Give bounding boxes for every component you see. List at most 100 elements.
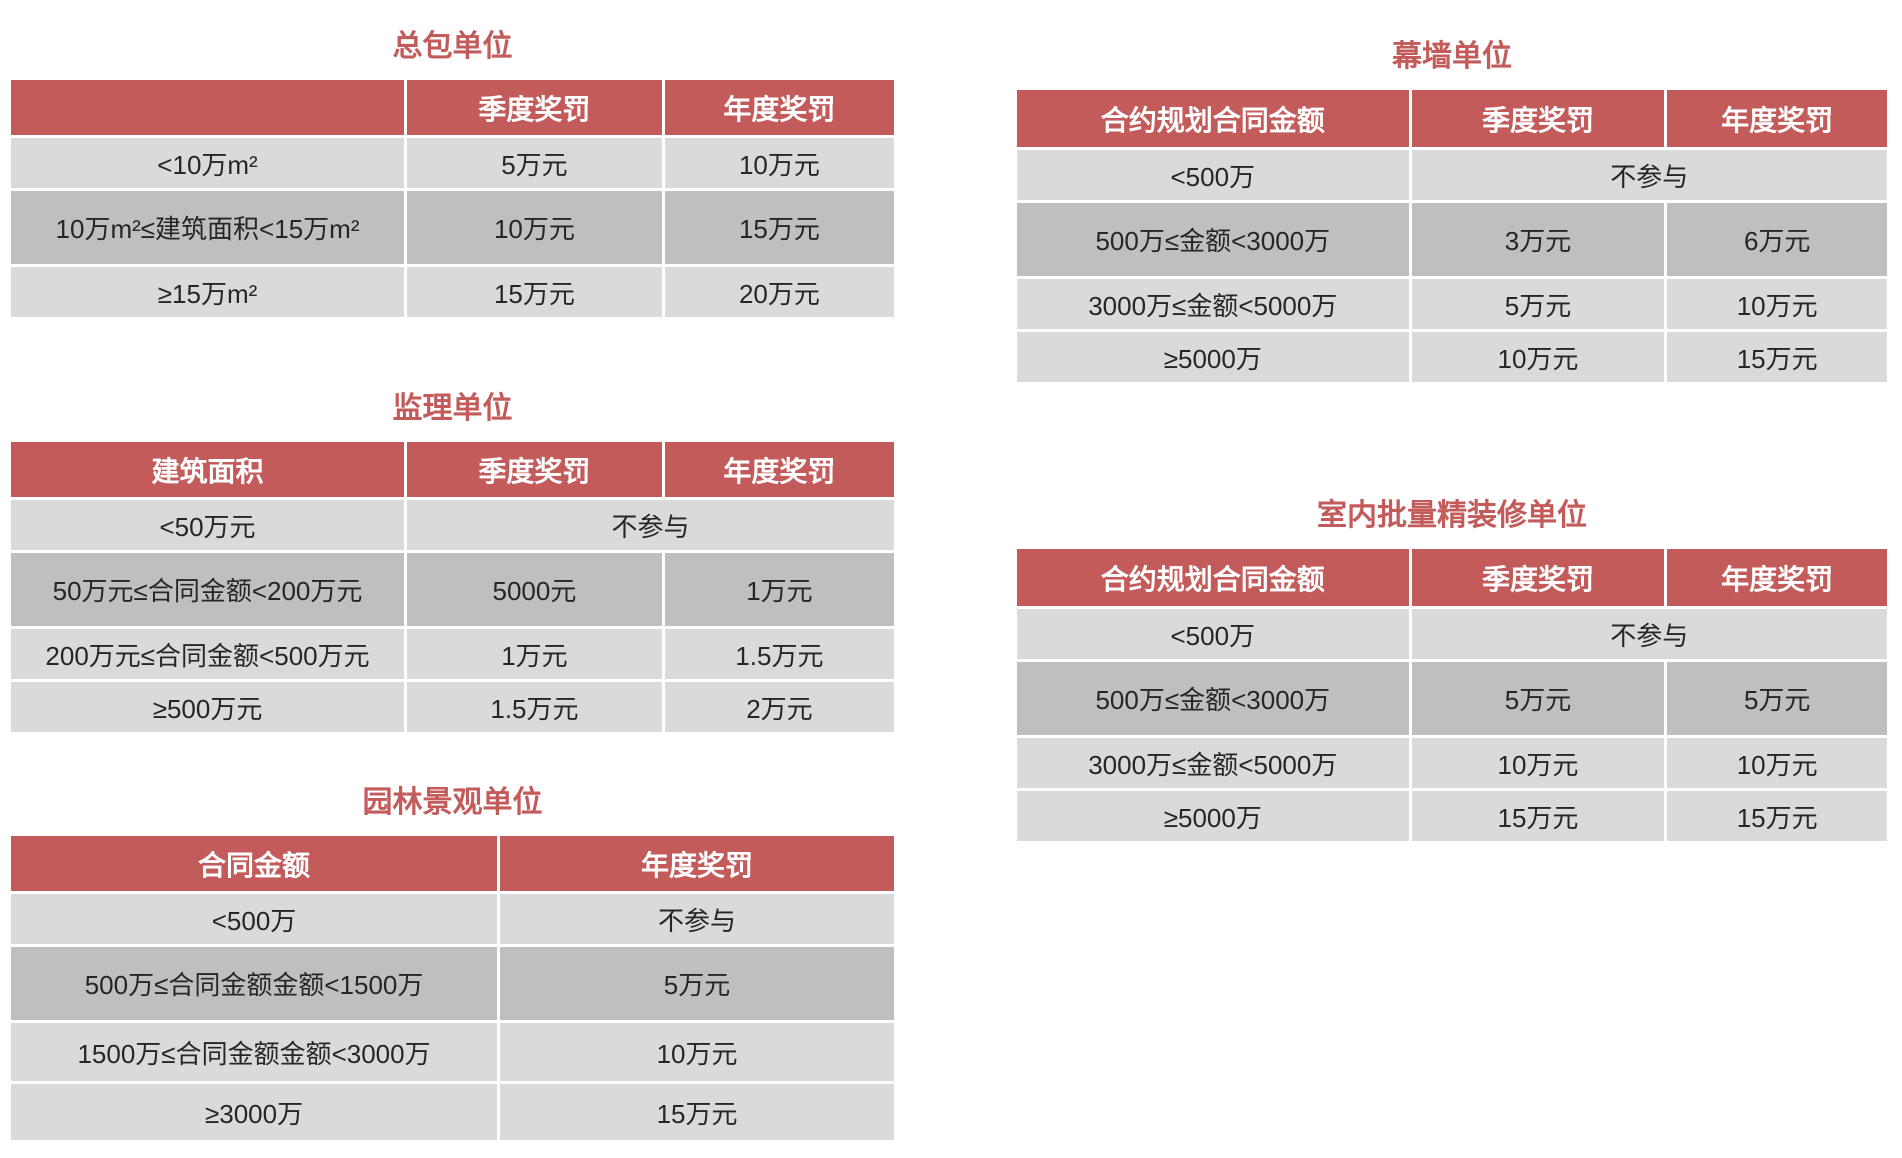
table-cell: 5万元 [404,135,665,191]
column-header [7,77,408,138]
table-cell: 10万元 [1664,735,1890,791]
table-title-curtain-wall: 幕墙单位 [1392,40,1512,73]
table-cell: 5万元 [497,944,897,1023]
column-header: 年度奖罚 [1664,546,1890,609]
table-row: ≥5000万 10万元 15万元 [1014,329,1890,385]
table-cell: 10万元 [1664,276,1890,332]
column-header: 合同金额 [7,833,501,894]
table-cell: 3万元 [1408,200,1668,279]
table-cell: 10万元 [404,188,665,267]
table-title-general-contractor: 总包单位 [392,30,513,63]
table-cell: 1500万≤合同金额金额<3000万 [7,1020,501,1084]
header-row: 合同金额 年度奖罚 [7,833,897,894]
curtain-wall-table: 合约规划合同金额 季度奖罚 年度奖罚 <500万 不参与 500万≤金额<3000万 3万元… [1014,87,1891,385]
landscape-table: 合同金额 年度奖罚 <500万 不参与 500万≤合同金额金额<1500万 5万元 1500… [7,833,897,1143]
column-header: 年度奖罚 [661,439,898,500]
table-row: 3000万≤金额<5000万 5万元 10万元 [1014,276,1890,332]
table-cell: 10万m²≤建筑面积<15万m² [7,188,408,267]
table-cell: 1.5万元 [404,679,665,735]
table-cell: 15万元 [1408,788,1668,844]
supervision-section: 监理单位 建筑面积 季度奖罚 年度奖罚 <50万元 不参与 50万元≤合同金额<200万元… [7,392,898,735]
column-header: 季度奖罚 [1408,87,1668,150]
column-header: 年度奖罚 [661,77,898,138]
table-cell: 500万≤合同金额金额<1500万 [7,944,501,1023]
table-cell: ≥5000万 [1014,329,1412,385]
table-cell: <10万m² [7,135,408,191]
table-cell: <500万 [1014,147,1412,203]
header-row: 合约规划合同金额 季度奖罚 年度奖罚 [1014,87,1890,150]
table-cell: 6万元 [1664,200,1890,279]
table-cell: 15万元 [1664,329,1890,385]
table-cell: 不参与 [497,891,897,947]
table-cell: 不参与 [1408,606,1891,662]
table-cell: 5000元 [404,550,665,629]
table-cell: 不参与 [404,497,897,553]
table-cell: 15万元 [1664,788,1890,844]
landscape-section: 园林景观单位 合同金额 年度奖罚 <500万 不参与 500万≤合同金额金额<1500万… [7,786,897,1143]
table-row: <50万元 不参与 [7,497,897,553]
table-cell: 2万元 [661,679,898,735]
general-contractor-section: 总包单位 季度奖罚 年度奖罚 <10万m² 5万元 10万元 10万m²≤建筑面积<15万… [7,30,898,320]
table-row: ≥15万m² 15万元 20万元 [7,264,898,320]
column-header: 季度奖罚 [1408,546,1668,609]
table-cell: 200万元≤合同金额<500万元 [7,626,408,682]
table-cell: 10万元 [1408,329,1668,385]
table-row: <500万 不参与 [1014,147,1891,203]
column-header: 年度奖罚 [1664,87,1890,150]
table-row: 500万≤合同金额金额<1500万 5万元 [7,944,897,1023]
table-cell: 10万元 [497,1020,897,1084]
table-cell: 15万元 [404,264,665,320]
column-header: 合约规划合同金额 [1014,546,1412,609]
table-cell: 1万元 [404,626,665,682]
table-cell: 1.5万元 [661,626,898,682]
table-title-interior-decoration: 室内批量精装修单位 [1317,499,1587,532]
table-cell: <50万元 [7,497,408,553]
table-row: 200万元≤合同金额<500万元 1万元 1.5万元 [7,626,898,682]
interior-decoration-section: 室内批量精装修单位 合约规划合同金额 季度奖罚 年度奖罚 <500万 不参与 500万≤金… [1014,499,1891,844]
table-cell: 10万元 [1408,735,1668,791]
general-contractor-table: 季度奖罚 年度奖罚 <10万m² 5万元 10万元 10万m²≤建筑面积<15万m² 10万… [7,77,898,320]
table-row: 3000万≤金额<5000万 10万元 10万元 [1014,735,1890,791]
table-cell: 5万元 [1408,659,1668,738]
table-cell: ≥15万m² [7,264,408,320]
header-row: 建筑面积 季度奖罚 年度奖罚 [7,439,898,500]
table-cell: 5万元 [1408,276,1668,332]
column-header: 季度奖罚 [404,77,665,138]
table-cell: ≥5000万 [1014,788,1412,844]
table-row: <10万m² 5万元 10万元 [7,135,898,191]
table-row: 500万≤金额<3000万 5万元 5万元 [1014,659,1890,738]
table-row: ≥5000万 15万元 15万元 [1014,788,1890,844]
table-cell: 50万元≤合同金额<200万元 [7,550,408,629]
column-header: 建筑面积 [7,439,408,500]
header-row: 季度奖罚 年度奖罚 [7,77,898,138]
table-row: ≥500万元 1.5万元 2万元 [7,679,898,735]
table-cell: 3000万≤金额<5000万 [1014,276,1412,332]
header-row: 合约规划合同金额 季度奖罚 年度奖罚 [1014,546,1890,609]
table-cell: 3000万≤金额<5000万 [1014,735,1412,791]
column-header: 年度奖罚 [497,833,897,894]
curtain-wall-section: 幕墙单位 合约规划合同金额 季度奖罚 年度奖罚 <500万 不参与 500万≤金额<300… [1014,40,1891,385]
table-cell: 10万元 [661,135,898,191]
supervision-table: 建筑面积 季度奖罚 年度奖罚 <50万元 不参与 50万元≤合同金额<200万元 5000元… [7,439,898,735]
table-cell: 500万≤金额<3000万 [1014,200,1412,279]
table-row: ≥3000万 15万元 [7,1081,897,1143]
table-cell: <500万 [7,891,501,947]
table-cell: ≥500万元 [7,679,408,735]
table-title-landscape: 园林景观单位 [362,786,543,819]
table-cell: 500万≤金额<3000万 [1014,659,1412,738]
table-cell: 15万元 [497,1081,897,1143]
table-row: 500万≤金额<3000万 3万元 6万元 [1014,200,1890,279]
table-row: <500万 不参与 [7,891,897,947]
column-header: 季度奖罚 [404,439,665,500]
table-cell: 1万元 [661,550,898,629]
table-row: 10万m²≤建筑面积<15万m² 10万元 15万元 [7,188,898,267]
table-cell: 15万元 [661,188,898,267]
table-cell: <500万 [1014,606,1412,662]
table-row: 50万元≤合同金额<200万元 5000元 1万元 [7,550,898,629]
table-cell: 20万元 [661,264,898,320]
table-cell: 不参与 [1408,147,1891,203]
table-cell: ≥3000万 [7,1081,501,1143]
table-row: 1500万≤合同金额金额<3000万 10万元 [7,1020,897,1084]
table-title-supervision: 监理单位 [392,392,513,425]
